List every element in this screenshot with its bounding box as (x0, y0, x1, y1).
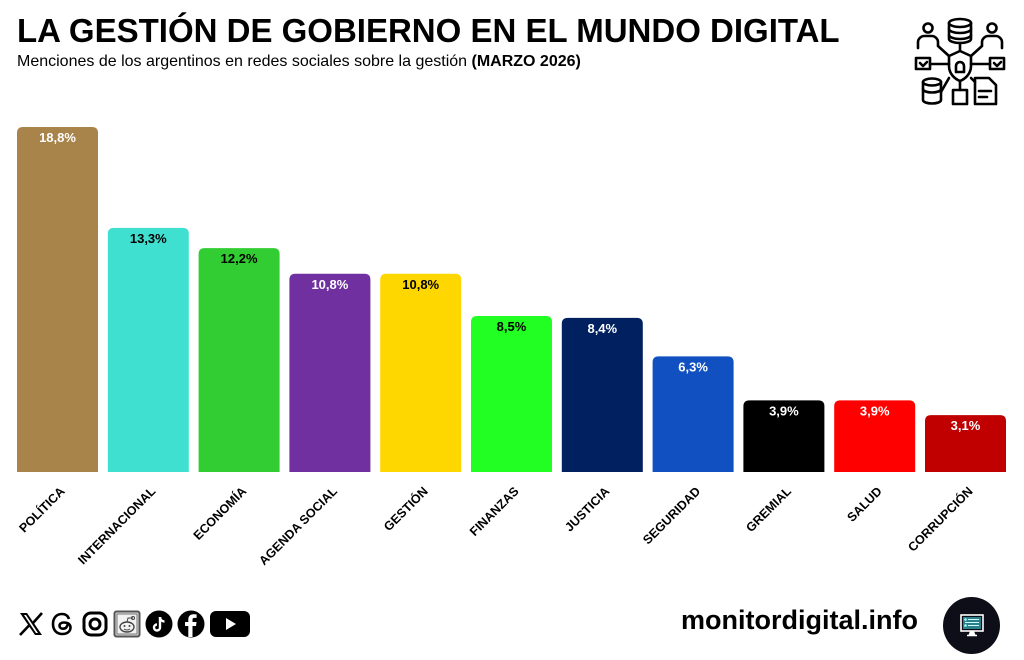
youtube-icon[interactable] (208, 609, 252, 639)
subtitle-text: Menciones de los argentinos en redes soc… (17, 53, 468, 70)
category-label-agenda-social: AGENDA SOCIAL (256, 484, 340, 568)
data-label-corrupcion: 3,1% (951, 418, 981, 433)
category-label-corrupcion: CORRUPCIÓN (905, 484, 976, 555)
threads-icon[interactable] (48, 609, 78, 639)
bar-politica (17, 127, 98, 472)
data-labels-group: 18,8% 13,3% 12,2% 10,8% 10,8% 8,5% 8,4% 6,3% 3,9… (39, 130, 981, 433)
bar-corrupcion (925, 415, 1006, 472)
data-label-economia: 12,2% (221, 251, 258, 266)
category-label-politica: POLÍTICA (16, 484, 68, 536)
monitor-computer-icon (943, 597, 1000, 654)
category-labels-group: POLÍTICA INTERNACIONAL ECONOMÍA AGENDA SOCI… (16, 484, 976, 568)
page-subtitle: Menciones de los argentinos en redes soc… (17, 53, 581, 71)
facebook-icon[interactable] (176, 609, 206, 639)
bar-chart: 18,8% 13,3% 12,2% 10,8% 10,8% 8,5% 8,4% 6,3% 3,9… (16, 127, 1006, 568)
category-label-seguridad: SEGURIDAD (640, 484, 703, 547)
bar-finanzas (471, 316, 552, 472)
subtitle-date: (MARZO 2026) (471, 53, 581, 70)
x-icon[interactable] (16, 609, 46, 639)
bar-gremial (743, 400, 825, 472)
data-label-internacional: 13,3% (130, 231, 167, 246)
tiktok-icon[interactable] (144, 609, 174, 639)
data-label-gestion: 10,8% (402, 277, 439, 292)
data-label-finanzas: 8,5% (497, 319, 527, 334)
data-network-shield-icon (914, 17, 1006, 106)
bar-gestion (380, 273, 462, 472)
category-label-gremial: GREMIAL (743, 484, 794, 535)
category-label-economia: ECONOMÍA (190, 484, 249, 543)
data-label-agenda-social: 10,8% (311, 277, 348, 292)
data-label-salud: 3,9% (860, 403, 890, 418)
bar-internacional (107, 227, 189, 472)
bars-group (17, 127, 1006, 472)
data-label-seguridad: 6,3% (678, 359, 708, 374)
bar-seguridad (652, 356, 734, 472)
data-label-politica: 18,8% (39, 130, 76, 145)
category-label-finanzas: FINANZAS (467, 484, 522, 539)
category-label-salud: SALUD (844, 484, 884, 524)
site-url[interactable]: monitordigital.info (681, 605, 918, 635)
category-label-internacional: INTERNACIONAL (75, 484, 158, 567)
data-label-gremial: 3,9% (769, 403, 799, 418)
bar-salud (834, 400, 916, 472)
bar-justicia (561, 317, 643, 472)
bar-agenda-social (289, 273, 371, 472)
reddit-icon[interactable] (112, 609, 142, 639)
data-label-justicia: 8,4% (587, 321, 617, 336)
page-title: LA GESTIÓN DE GOBIERNO EN EL MUNDO DIGIT… (17, 12, 840, 49)
category-label-gestion: GESTIÓN (380, 484, 430, 534)
instagram-icon[interactable] (80, 609, 110, 639)
category-label-justicia: JUSTICIA (562, 484, 612, 534)
bar-economia (198, 248, 280, 472)
social-icons (16, 608, 252, 640)
